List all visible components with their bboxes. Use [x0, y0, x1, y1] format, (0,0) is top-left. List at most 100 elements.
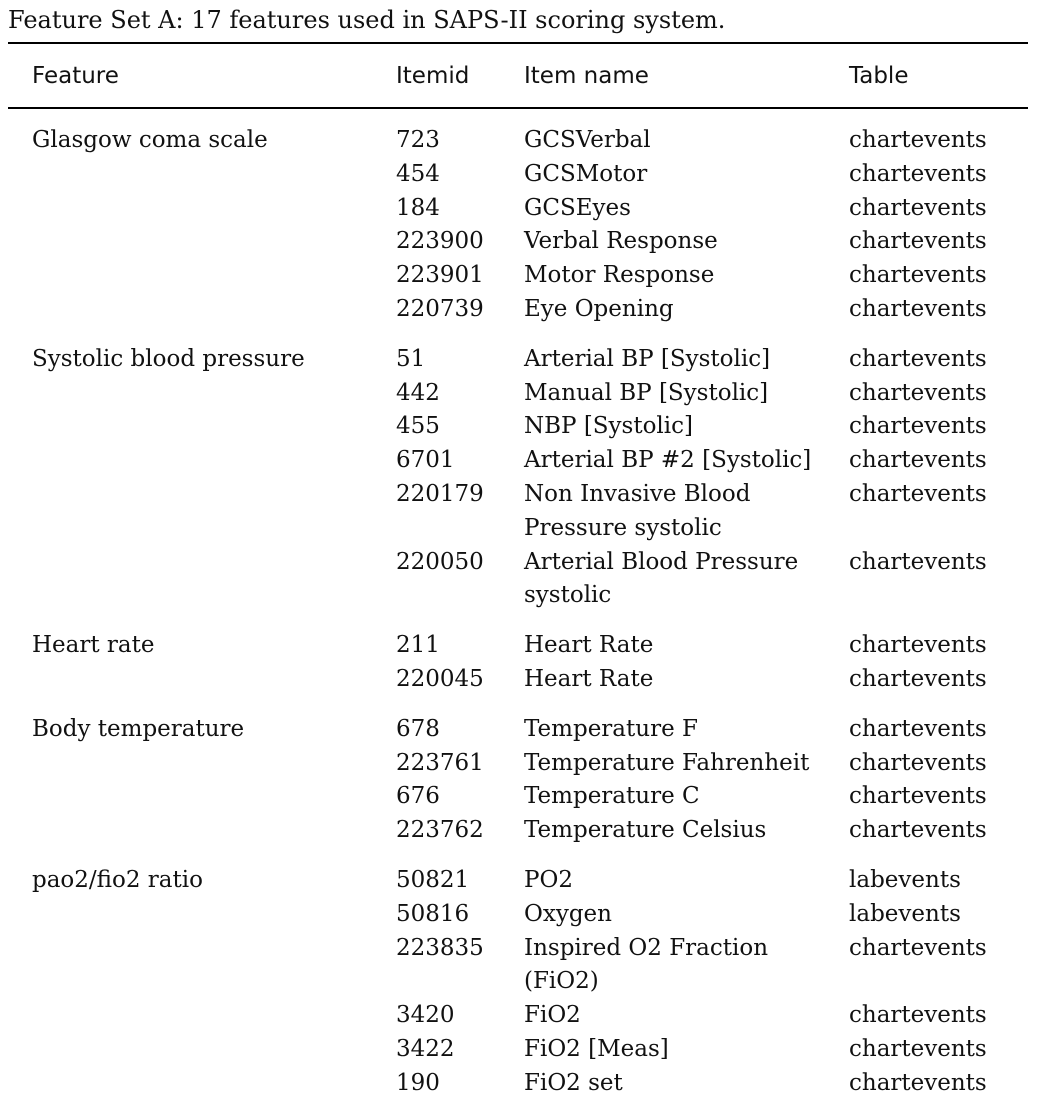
- itemid-cell: 51: [396, 345, 426, 372]
- table-cell: chartevents: [849, 194, 987, 221]
- table-row: 3420FiO2charteventsFiO2: [0, 999, 1048, 1033]
- itemid-cell: 220050: [396, 548, 484, 575]
- itemid-cell: 50821: [396, 866, 470, 893]
- itemid-cell: 220045: [396, 665, 484, 692]
- item-name-cell: Temperature Celsius: [524, 817, 767, 844]
- item-name-cell: NBP [Systolic]: [524, 413, 693, 440]
- itemid-cell: 3422: [396, 1035, 455, 1062]
- item-name-cell: FiO2: [524, 1002, 581, 1029]
- itemid-cell: 211: [396, 632, 440, 659]
- table-cell: chartevents: [849, 715, 987, 742]
- feature-group: Heart rate 211 Heart Rate chartevents Heart …: [0, 629, 1048, 697]
- table-cell: chartevents: [849, 749, 987, 776]
- itemid-cell: 442: [396, 379, 440, 406]
- table-cell: labevents: [849, 900, 961, 927]
- item-name-cell: Inspired O2 Fraction (FiO2): [524, 934, 769, 995]
- table-row: 184GCSEyescharteventsGCSEyes: [0, 192, 1048, 226]
- item-name-cell: Heart Rate: [524, 665, 654, 692]
- header-item-name: Item name: [524, 63, 649, 89]
- table-cell: chartevents: [849, 413, 987, 440]
- itemid-cell: 3420: [396, 1002, 455, 1029]
- table-caption: Feature Set A: 17 features used in SAPS-…: [8, 6, 726, 34]
- table-cell: chartevents: [849, 295, 987, 322]
- item-name-cell: Non Invasive Blood Pressure systolic: [524, 480, 751, 541]
- header-rule: [8, 107, 1028, 109]
- item-name-cell: Heart Rate: [524, 632, 654, 659]
- itemid-cell: 190: [396, 1069, 440, 1096]
- table-cell: chartevents: [849, 262, 987, 289]
- itemid-cell: 223762: [396, 817, 484, 844]
- table-cell: chartevents: [849, 1002, 987, 1029]
- table-row: 723GCSVerbalcharteventsGCSVerbal: [0, 124, 1048, 158]
- item-name-cell: GCSVerbal: [524, 127, 651, 153]
- itemid-cell: 454: [396, 160, 440, 187]
- table-row: 454GCSMotorcharteventsGCSMotor: [0, 158, 1048, 192]
- item-name-cell: Temperature F: [524, 715, 698, 742]
- itemid-cell: 455: [396, 413, 440, 440]
- table-row: 50816OxygenlabeventsOxygen: [0, 898, 1048, 932]
- table-cell: chartevents: [849, 1069, 987, 1096]
- feature-group: Systolic blood pressure 51 Arterial BP [Sy…: [0, 343, 1048, 613]
- item-name-cell: Motor Response: [524, 262, 715, 289]
- table-body: Glasgow coma scale 723 GCSVerbal chartevent…: [0, 124, 1048, 1117]
- itemid-cell: 50816: [396, 900, 470, 927]
- item-name-cell: Verbal Response: [524, 228, 718, 255]
- item-name-cell: Arterial BP [Systolic]: [524, 345, 771, 372]
- itemid-cell: 723: [396, 127, 440, 153]
- itemid-cell: 223835: [396, 934, 484, 961]
- item-name-cell: Arterial BP #2 [Systolic]: [524, 447, 812, 474]
- table-cell: chartevents: [849, 447, 987, 474]
- itemid-cell: 678: [396, 715, 440, 742]
- header-itemid: Itemid: [396, 63, 470, 89]
- table-cell: chartevents: [849, 632, 987, 659]
- top-rule: [8, 42, 1028, 44]
- itemid-cell: 220179: [396, 480, 484, 507]
- feature-label: Glasgow coma scale: [32, 127, 268, 153]
- item-name-cell: Arterial Blood Pressure systolic: [524, 548, 799, 609]
- table-cell: chartevents: [849, 379, 987, 406]
- feature-label: Systolic blood pressure: [32, 345, 305, 372]
- table-row: 50821PO2labeventsPO2: [0, 864, 1048, 898]
- table-cell: chartevents: [849, 817, 987, 844]
- feature-label: Body temperature: [32, 715, 245, 742]
- table-cell: chartevents: [849, 783, 987, 810]
- feature-label: pao2/fio2 ratio: [32, 866, 203, 893]
- item-name-cell: Temperature C: [524, 783, 700, 810]
- table-cell: labevents: [849, 866, 961, 893]
- feature-group: pao2/fio2 ratio50821PO2labeventsPO250816…: [0, 864, 1048, 1101]
- itemid-cell: 223901: [396, 262, 484, 289]
- feature-label: Heart rate: [32, 632, 155, 659]
- header-feature: Feature: [32, 63, 119, 89]
- itemid-cell: 223761: [396, 749, 484, 776]
- table-cell: chartevents: [849, 934, 987, 961]
- item-name-cell: Manual BP [Systolic]: [524, 379, 769, 406]
- table-cell: chartevents: [849, 127, 987, 153]
- item-name-cell: PO2: [524, 866, 573, 893]
- feature-group: Glasgow coma scale 723 GCSVerbal chartevent…: [0, 124, 1048, 327]
- itemid-cell: 6701: [396, 447, 455, 474]
- table-header: Feature Itemid Item name Table: [0, 58, 1048, 94]
- itemid-cell: 220739: [396, 295, 484, 322]
- item-name-cell: Temperature Fahrenheit: [524, 749, 810, 776]
- table-cell: chartevents: [849, 160, 987, 187]
- table-cell: chartevents: [849, 665, 987, 692]
- table-row: 220179 Non Invasive Blood Pressure systol…: [0, 478, 1048, 546]
- feature-group: Body temperature 678 Temperature F charteve…: [0, 713, 1048, 848]
- itemid-cell: 184: [396, 194, 440, 221]
- table-cell: chartevents: [849, 228, 987, 255]
- item-name-cell: GCSEyes: [524, 194, 631, 221]
- item-name-cell: Oxygen: [524, 900, 612, 927]
- itemid-cell: 676: [396, 783, 440, 810]
- table-cell: chartevents: [849, 548, 987, 575]
